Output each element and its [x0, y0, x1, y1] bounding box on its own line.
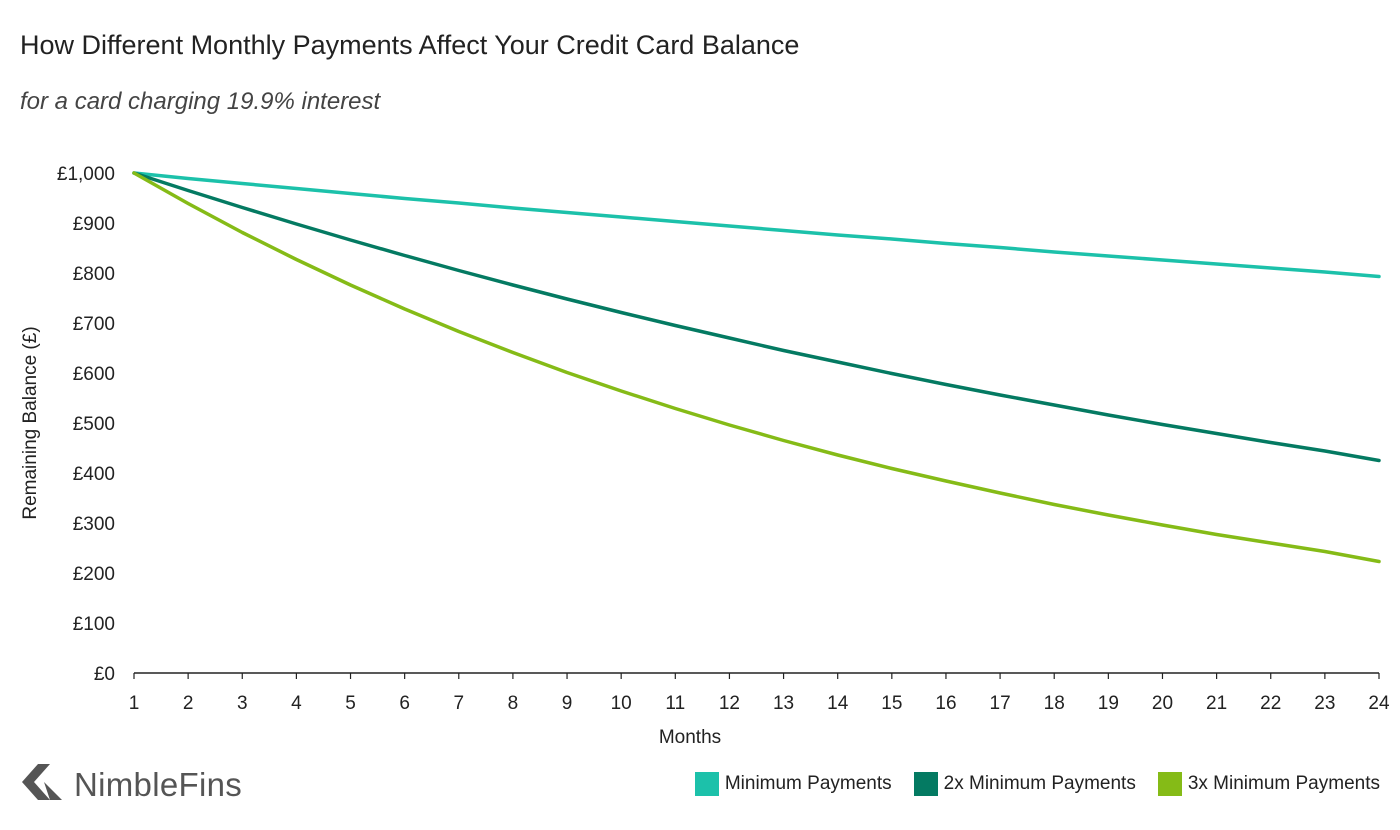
x-axis-tick-labels: 1 2 3 4 5 6 7 8 9 10 11 12 13 14 15 16 17 18 19 20 21 22 23 24: [129, 693, 1390, 714]
x-tick-label: 16: [935, 693, 956, 714]
x-axis: [133, 672, 1380, 679]
x-tick-label: 15: [881, 693, 902, 714]
chart-subtitle: for a card charging 19.9% interest: [20, 88, 381, 115]
x-tick-label: 11: [665, 693, 685, 714]
brand-name: NimbleFins: [74, 765, 243, 803]
chart-legend: Minimum Payments 2x Minimum Payments 3x …: [673, 772, 1380, 796]
legend-label: 3x Minimum Payments: [1187, 773, 1380, 794]
chevron-left-icon: [20, 762, 66, 807]
x-tick-label: 3: [237, 693, 248, 714]
x-tick-label: 22: [1260, 693, 1281, 714]
y-tick-label: £100: [73, 614, 115, 635]
x-axis-title: Months: [659, 727, 721, 748]
x-tick-label: 7: [453, 693, 464, 714]
y-axis-tick-labels: £0 £100 £200 £300 £400 £500 £600 £700 £800 £900 £1…: [57, 164, 115, 685]
y-tick-label: £0: [94, 664, 115, 685]
x-tick-label: 8: [508, 693, 519, 714]
y-tick-label: £800: [73, 264, 115, 285]
x-tick-label: 18: [1044, 693, 1065, 714]
x-tick-label: 9: [562, 693, 573, 714]
y-tick-label: £700: [73, 314, 115, 335]
y-tick-label: £600: [73, 364, 115, 385]
x-tick-label: 4: [291, 693, 302, 714]
x-tick-label: 2: [183, 693, 194, 714]
y-tick-label: £200: [73, 564, 115, 585]
legend-label: 2x Minimum Payments: [943, 773, 1136, 794]
x-tick-label: 20: [1152, 693, 1173, 714]
y-tick-label: £300: [73, 514, 115, 535]
x-tick-label: 12: [719, 693, 740, 714]
x-tick-label: 17: [990, 693, 1011, 714]
legend-swatch: [694, 772, 719, 796]
series-line-3: [132, 171, 1381, 564]
x-tick-label: 6: [399, 693, 410, 714]
x-tick-label: 10: [611, 693, 632, 714]
legend-swatch: [1157, 772, 1182, 796]
series-line-1: [132, 171, 1381, 279]
brand-logo: NimbleFins: [20, 762, 242, 807]
series-lines: [132, 171, 1381, 564]
y-tick-label: £900: [73, 214, 115, 235]
legend-swatch: [913, 772, 938, 796]
y-tick-label: £400: [73, 464, 115, 485]
x-tick-label: 5: [345, 693, 356, 714]
legend-item-minimum: Minimum Payments: [694, 772, 892, 796]
legend-label: Minimum Payments: [724, 773, 892, 794]
x-tick-label: 1: [129, 693, 140, 714]
chart-title: How Different Monthly Payments Affect Yo…: [20, 30, 800, 60]
legend-item-2x-minimum: 2x Minimum Payments: [913, 772, 1136, 796]
x-tick-label: 21: [1206, 693, 1227, 714]
legend-item-3x-minimum: 3x Minimum Payments: [1157, 772, 1380, 796]
x-tick-label: 24: [1368, 693, 1390, 714]
series-line-2: [132, 171, 1381, 463]
y-tick-label: £500: [73, 414, 115, 435]
x-tick-label: 19: [1098, 693, 1119, 714]
x-tick-label: 14: [827, 693, 849, 714]
x-tick-label: 23: [1314, 693, 1335, 714]
x-tick-label: 13: [773, 693, 794, 714]
y-axis-title: Remaining Balance (£): [20, 326, 41, 519]
y-tick-label: £1,000: [57, 164, 115, 185]
